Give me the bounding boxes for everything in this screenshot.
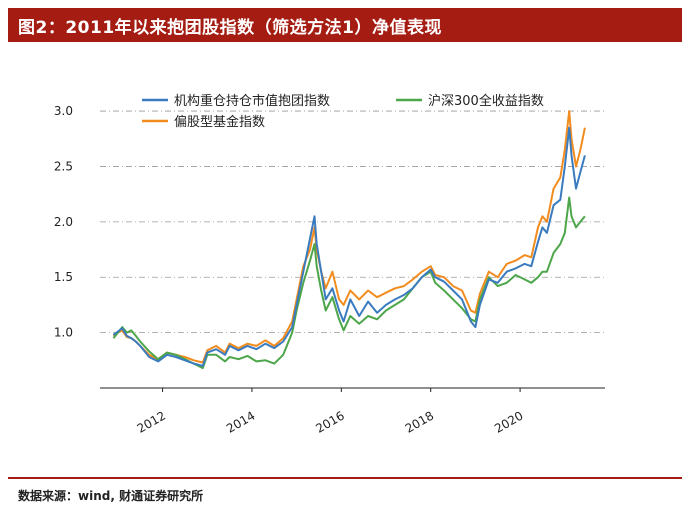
title-bar: 图2：2011年以来抱团股指数（筛选方法1）净值表现 xyxy=(8,8,682,42)
x-tick-label: 2018 xyxy=(403,408,436,435)
x-tick-label: 2014 xyxy=(224,408,257,435)
y-tick-label: 1.5 xyxy=(54,270,73,284)
series-line-0 xyxy=(112,126,586,367)
x-tick-label: 2020 xyxy=(492,408,525,435)
source-note: 数据来源：wind, 财通证券研究所 xyxy=(18,489,204,503)
legend-label-0: 机构重仓持仓市值抱团指数 xyxy=(174,93,330,109)
y-tick-label: 2.5 xyxy=(54,159,73,173)
y-tick-label: 3.0 xyxy=(54,104,73,118)
footer-divider xyxy=(8,477,682,479)
legend-label-2: 偏股型基金指数 xyxy=(174,114,265,130)
x-tick-label: 2016 xyxy=(313,408,346,435)
series-line-1 xyxy=(112,196,586,370)
x-tick-label: 2012 xyxy=(135,408,168,435)
series-line-2 xyxy=(112,110,586,364)
legend-label-1: 沪深300全收益指数 xyxy=(428,93,544,109)
line-chart: 1.0 1.5 2.0 2.5 3.0 2012 2014 2016 2018 2020 机构重仓持… xyxy=(54,93,605,436)
figure-title: 图2：2011年以来抱团股指数（筛选方法1）净值表现 xyxy=(18,17,442,38)
y-tick-label: 1.0 xyxy=(54,326,73,340)
y-tick-label: 2.0 xyxy=(54,215,73,229)
